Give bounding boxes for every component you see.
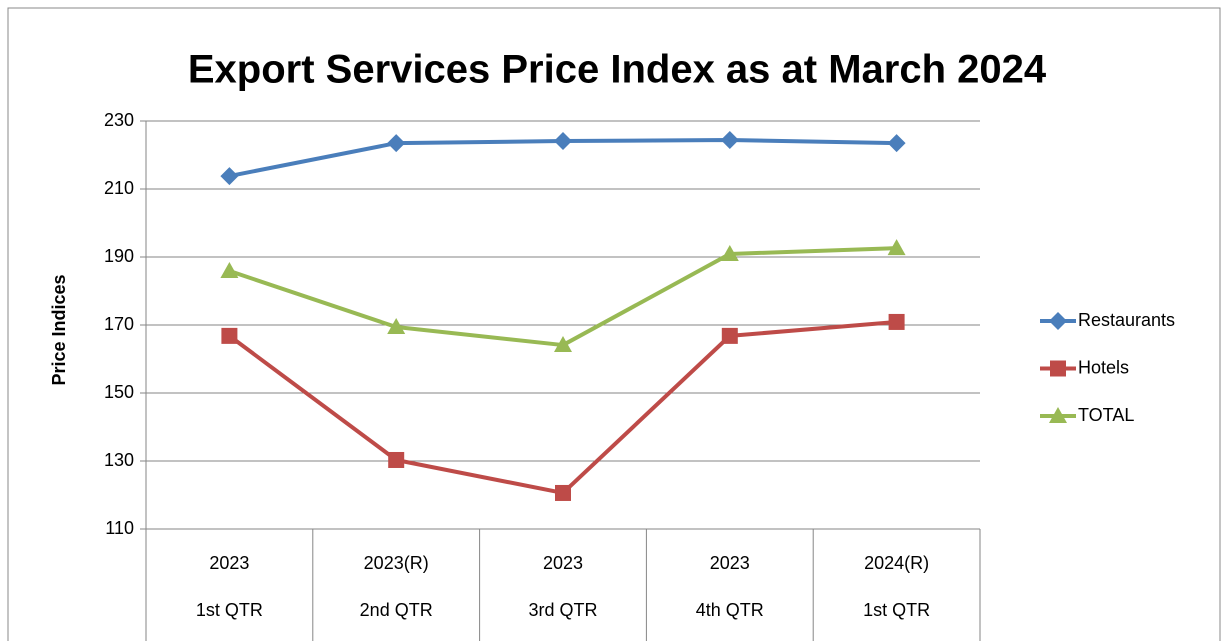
y-tick-label: 130 bbox=[104, 450, 134, 470]
x-tick-label: 4th QTR bbox=[696, 600, 764, 620]
legend-label: TOTAL bbox=[1078, 405, 1134, 425]
marker bbox=[887, 239, 906, 256]
x-tick-label: 3rd QTR bbox=[528, 600, 597, 620]
y-tick-label: 150 bbox=[104, 382, 134, 402]
marker bbox=[888, 313, 905, 330]
marker bbox=[720, 244, 739, 261]
x-tick-label: 1st QTR bbox=[196, 600, 263, 620]
marker bbox=[1049, 312, 1067, 330]
marker bbox=[554, 336, 572, 353]
marker bbox=[220, 167, 239, 186]
marker bbox=[220, 261, 239, 278]
x-tick-label: 2023(R) bbox=[364, 553, 429, 573]
x-tick-label: 2023 bbox=[710, 553, 750, 573]
marker bbox=[1050, 360, 1066, 377]
marker bbox=[720, 131, 739, 150]
legend-label: Hotels bbox=[1078, 357, 1129, 377]
marker bbox=[221, 327, 238, 344]
marker bbox=[554, 132, 572, 151]
marker bbox=[387, 134, 406, 153]
x-tick-label: 2024(R) bbox=[864, 553, 929, 573]
y-axis-label: Price Indices bbox=[49, 274, 69, 385]
y-tick-label: 190 bbox=[104, 246, 134, 266]
y-tick-label: 230 bbox=[104, 110, 134, 130]
y-tick-label: 170 bbox=[104, 314, 134, 334]
x-tick-label: 2023 bbox=[543, 553, 583, 573]
x-tick-label: 2023 bbox=[209, 553, 249, 573]
legend-label: Restaurants bbox=[1078, 310, 1175, 330]
y-tick-label: 110 bbox=[105, 518, 134, 538]
chart-title: Export Services Price Index as at March … bbox=[188, 48, 1047, 92]
marker bbox=[721, 327, 738, 344]
y-tick-label: 210 bbox=[104, 178, 134, 198]
x-tick-label: 2nd QTR bbox=[360, 600, 433, 620]
marker bbox=[1049, 407, 1067, 423]
marker bbox=[555, 484, 571, 501]
x-tick-label: 1st QTR bbox=[863, 600, 930, 620]
marker bbox=[388, 451, 405, 468]
marker bbox=[387, 318, 406, 335]
marker bbox=[887, 134, 906, 153]
